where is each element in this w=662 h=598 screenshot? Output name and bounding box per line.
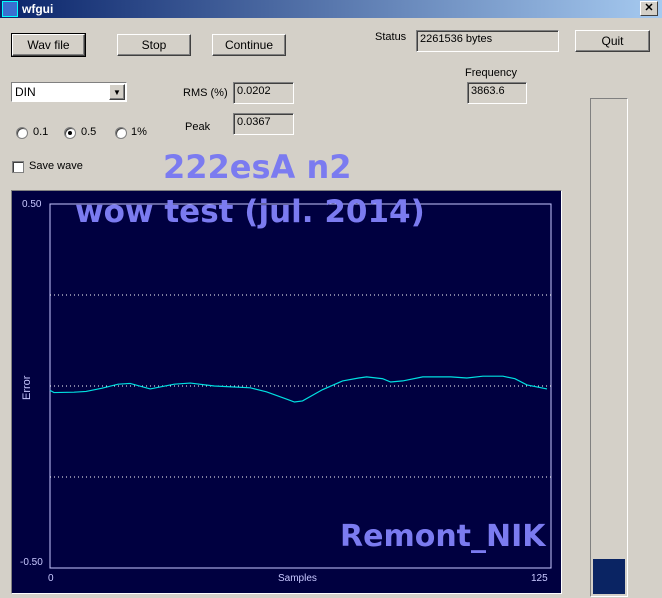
range-radio-0.5[interactable]: [64, 127, 76, 139]
level-meter: [590, 98, 628, 597]
frequency-label: Frequency: [465, 67, 517, 79]
weighting-select[interactable]: DIN ▼: [11, 82, 127, 102]
range-radio-0.1[interactable]: [16, 127, 28, 139]
app-icon: [2, 1, 18, 17]
weighting-value: DIN: [15, 85, 36, 99]
title-bar: [0, 0, 662, 18]
status-field: 2261536 bytes: [416, 30, 559, 52]
close-button[interactable]: ✕: [640, 1, 658, 16]
quit-button[interactable]: Quit: [575, 30, 650, 52]
x-tick-start: 0: [48, 573, 54, 584]
save-wave-label: Save wave: [29, 160, 83, 172]
x-axis-label: Samples: [278, 573, 317, 584]
x-tick-end: 125: [531, 573, 548, 584]
error-chart: [49, 203, 552, 569]
frequency-field: 3863.6: [467, 82, 527, 104]
overlay-title: 222esA n2: [163, 148, 352, 186]
level-meter-fill: [593, 559, 625, 594]
peak-field: 0.0367: [233, 113, 294, 135]
rms-field: 0.0202: [233, 82, 294, 104]
close-icon: ✕: [644, 2, 654, 14]
save-wave-checkbox[interactable]: [12, 161, 24, 173]
wav-file-button[interactable]: Wav file: [11, 33, 86, 57]
continue-button[interactable]: Continue: [212, 34, 286, 56]
window-title: wfgui: [22, 2, 54, 16]
error-trace: [49, 375, 548, 403]
y-axis-label: Error: [21, 375, 33, 400]
plot-frame: [49, 203, 552, 569]
signature-watermark: Remont_NIK: [340, 519, 546, 554]
range-label-1: 1%: [131, 126, 147, 138]
y-tick-bottom: -0.50: [20, 557, 43, 568]
peak-label: Peak: [185, 121, 211, 133]
chart-panel: [11, 190, 562, 594]
rms-label: RMS (%): [183, 87, 228, 99]
status-label: Status: [375, 31, 407, 43]
range-label-0.1: 0.1: [33, 126, 49, 138]
stop-button[interactable]: Stop: [117, 34, 191, 56]
range-radio-1[interactable]: [115, 127, 127, 139]
chevron-down-icon[interactable]: ▼: [109, 84, 125, 100]
range-label-0.5: 0.5: [81, 126, 97, 138]
overlay-subtitle: wow test (jul. 2014): [75, 194, 425, 230]
y-tick-top: 0.50: [22, 199, 42, 210]
